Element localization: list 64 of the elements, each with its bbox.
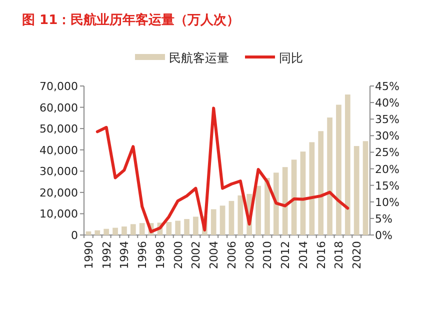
bar xyxy=(282,167,288,235)
bar xyxy=(256,186,261,235)
bar xyxy=(210,209,216,235)
bar xyxy=(228,200,234,235)
x-tick-label: 1998 xyxy=(154,241,167,269)
y2-tick-label: 5% xyxy=(375,212,392,226)
bar xyxy=(318,131,324,235)
y-tick-label: 10,000 xyxy=(40,208,78,221)
legend-label: 同比 xyxy=(279,51,303,65)
x-tick-label: 1992 xyxy=(100,241,114,269)
bar xyxy=(139,223,145,235)
bar xyxy=(166,222,172,235)
legend-label: 民航客运量 xyxy=(169,51,229,65)
x-tick-label: 2014 xyxy=(296,241,310,269)
y2-tick-label: 20% xyxy=(375,162,400,176)
x-tick-label: 1990 xyxy=(82,241,96,269)
bar xyxy=(130,224,136,235)
bar xyxy=(112,228,118,235)
y2-tick-label: 30% xyxy=(375,130,400,143)
y-tick-label: 20,000 xyxy=(40,186,78,200)
bar xyxy=(300,152,306,235)
x-tick-label: 2006 xyxy=(225,241,238,269)
y-tick-label: 30,000 xyxy=(40,165,78,178)
x-tick-label: 2016 xyxy=(314,241,328,269)
bar xyxy=(122,226,127,235)
bar xyxy=(327,118,332,235)
y-tick-label: 40,000 xyxy=(40,144,78,157)
x-tick-label: 2002 xyxy=(190,241,203,269)
x-tick-label: 2018 xyxy=(332,241,346,269)
y2-tick-label: 40% xyxy=(375,96,400,110)
bar xyxy=(94,230,100,235)
bar xyxy=(336,104,342,235)
x-tick-label: 1996 xyxy=(136,241,150,269)
bar xyxy=(184,219,190,235)
bar xyxy=(86,231,92,235)
x-tick-label: 2020 xyxy=(350,241,364,269)
x-tick-label: 2004 xyxy=(208,241,221,269)
bar xyxy=(175,220,181,235)
bar xyxy=(309,142,315,235)
x-tick-label: 1994 xyxy=(118,241,132,269)
bar xyxy=(220,206,226,235)
x-tick-label: 2008 xyxy=(243,241,256,269)
bar xyxy=(238,195,244,235)
bar xyxy=(273,172,279,235)
y2-tick-label: 0% xyxy=(375,229,392,242)
bar xyxy=(362,141,368,235)
bar xyxy=(193,216,198,235)
y-tick-label: 0 xyxy=(71,229,78,242)
line-series xyxy=(96,106,350,234)
x-tick-label: 2010 xyxy=(261,241,274,269)
y2-tick-label: 10% xyxy=(375,196,400,209)
y-tick-label: 70,000 xyxy=(40,80,78,93)
x-tick-label: 2000 xyxy=(172,241,185,269)
y2-tick-label: 45% xyxy=(375,80,400,93)
y-tick-label: 50,000 xyxy=(40,122,78,136)
bar xyxy=(344,94,350,235)
bar xyxy=(354,146,360,235)
y2-tick-label: 35% xyxy=(375,113,400,126)
y-tick-label: 60,000 xyxy=(40,101,78,114)
chart-title: 图 11：民航业历年客运量（万人次） xyxy=(22,12,240,28)
y2-tick-label: 15% xyxy=(375,179,400,192)
y2-tick-label: 25% xyxy=(375,146,400,160)
x-tick-label: 2012 xyxy=(279,241,292,269)
bar xyxy=(104,228,110,235)
